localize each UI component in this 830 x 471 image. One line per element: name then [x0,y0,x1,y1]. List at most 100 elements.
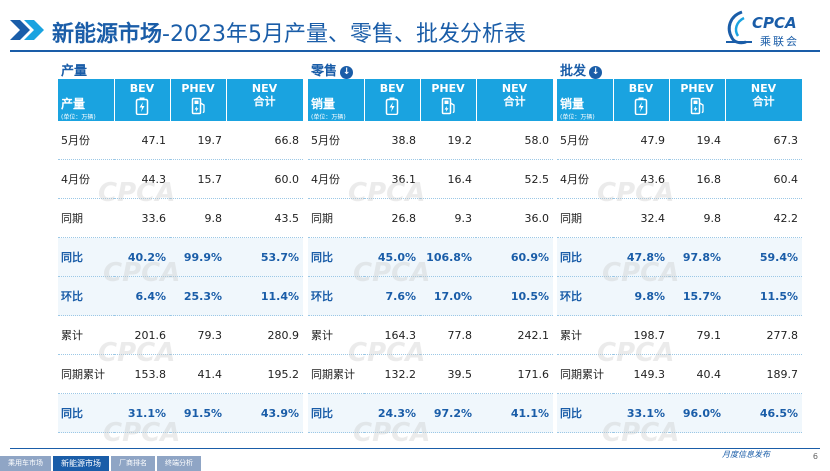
cell-nev: 11.5% [725,276,802,316]
cell-phev: 99.9% [170,237,226,277]
watermark: CPCA [348,338,426,368]
table-row: 同比 31.1% 91.5% 43.9% [58,393,303,433]
table-row: 同比 33.1% 96.0% 46.5% [557,393,802,433]
cell-phev: 79.1 [669,315,725,355]
row-label: 5月份 [308,121,364,160]
fuel-pump-icon [690,97,704,115]
cell-bev: 24.3% [364,393,420,433]
cell-bev: 47.1 [114,121,170,160]
logo-brand: CPCA [752,14,797,32]
col-header-nev: NEV 合计 [226,79,304,121]
cell-bev: 44.3 [114,159,170,199]
arrow-down-icon: ↓ [340,66,354,79]
col-header-phev: PHEV [669,79,726,121]
row-label: 5月份 [58,121,114,160]
col-header-nev-label: NEV 合计 [726,82,802,108]
row-label: 环比 [58,276,114,316]
table-row: 同期累计 153.8 41.4 195.2 [58,354,303,394]
col-header-bev-label: BEV [628,82,654,95]
cell-phev: 39.5 [420,354,476,394]
cell-bev: 33.6 [114,198,170,238]
watermark: CPCA [103,258,181,288]
cell-nev: 11.4% [226,276,303,316]
cell-bev: 9.8% [613,276,669,316]
cell-phev: 79.3 [170,315,226,355]
data-table: 销量 (单位：万辆) BEV PHEV NEV 合计 5月份 38.8 19.2 58.0 4月份 3… [308,79,554,433]
cell-phev: 19.7 [170,121,226,160]
col-header-nev-label: NEV 合计 [477,82,553,108]
col-header-nev: NEV 合计 [725,79,803,121]
footer-nav-item[interactable]: 厂商排名 [111,456,155,471]
panel-title-text: 产量 [61,64,88,79]
cell-nev: 10.5% [476,276,553,316]
cell-nev: 66.8 [226,121,303,160]
watermark: CPCA [602,258,680,288]
table-row: 同比 47.8% 97.8% 59.4% [557,237,802,277]
row-label: 同比 [58,393,114,433]
watermark: CPCA [597,178,675,208]
col-header-bev-label: BEV [129,82,155,95]
table-row: 累计 198.7 79.1 277.8 [557,315,802,355]
row-label: 同比 [308,393,364,433]
cell-nev: 42.2 [725,198,802,238]
unit-label: (单位：万辆) [560,114,595,121]
fuel-pump-icon [191,97,205,115]
table-row: 同比 40.2% 99.9% 53.7% [58,237,303,277]
footer-nav: 乘用车市场 新能源市场 厂商排名 终端分析 [0,456,203,471]
row-header-label: 产量 [61,97,86,111]
cell-phev: 15.7% [669,276,725,316]
cell-bev: 36.1 [364,159,420,199]
row-label: 环比 [557,276,613,316]
footer-nav-item[interactable]: 新能源市场 [53,456,109,471]
col-header-bev: BEV [114,79,171,121]
row-label: 4月份 [557,159,613,199]
cell-nev: 195.2 [226,354,303,394]
cell-phev: 41.4 [170,354,226,394]
logo-cn: 乘联会 [760,35,799,48]
row-header-cell: 销量 (单位：万辆) [308,79,365,121]
cpca-logo-emblem-icon [726,10,752,45]
cell-nev: 43.5 [226,198,303,238]
col-header-phev: PHEV [420,79,477,121]
cell-bev: 45.0% [364,237,420,277]
panel-title: 零售 ↓ [311,60,354,79]
cell-bev: 32.4 [613,198,669,238]
unit-label: (单位：万辆) [61,114,96,121]
cell-phev: 9.3 [420,198,476,238]
row-label: 4月份 [58,159,114,199]
cell-nev: 277.8 [725,315,802,355]
col-header-phev-label: PHEV [181,82,215,95]
panel-title: 产量 [61,60,87,79]
panel-title: 批发 ↓ [560,60,603,79]
cell-bev: 38.8 [364,121,420,160]
table-row: 同比 24.3% 97.2% 41.1% [308,393,553,433]
watermark: CPCA [602,418,680,448]
col-header-phev-label: PHEV [680,82,714,95]
row-label: 同期累计 [308,354,364,394]
cell-bev: 149.3 [613,354,669,394]
cell-phev: 96.0% [669,393,725,433]
cell-phev: 97.2% [420,393,476,433]
cell-bev: 31.1% [114,393,170,433]
row-header-label: 销量 [311,97,336,111]
row-label: 同期 [58,198,114,238]
panel-title-text: 批发 [560,64,587,79]
cell-nev: 242.1 [476,315,553,355]
col-header-nev: NEV 合计 [476,79,554,121]
table-row: 累计 164.3 77.8 242.1 [308,315,553,355]
footer-nav-item[interactable]: 终端分析 [157,456,201,471]
cell-phev: 106.8% [420,237,476,277]
row-label: 同期累计 [58,354,114,394]
cell-nev: 280.9 [226,315,303,355]
panel-title-text: 零售 [311,64,338,79]
page-number: 6 [812,452,818,461]
col-header-nev-line2: 合计 [253,95,276,108]
footer-nav-item[interactable]: 乘用车市场 [0,456,51,471]
header-divider [10,50,820,52]
cell-nev: 58.0 [476,121,553,160]
col-header-bev: BEV [613,79,670,121]
col-header-nev-line1: NEV [750,82,777,95]
data-table: 销量 (单位：万辆) BEV PHEV NEV 合计 5月份 47.9 19.4 67.3 4月份 4… [557,79,803,433]
cell-nev: 171.6 [476,354,553,394]
footer-tagline: 月度信息发布 [722,450,770,459]
